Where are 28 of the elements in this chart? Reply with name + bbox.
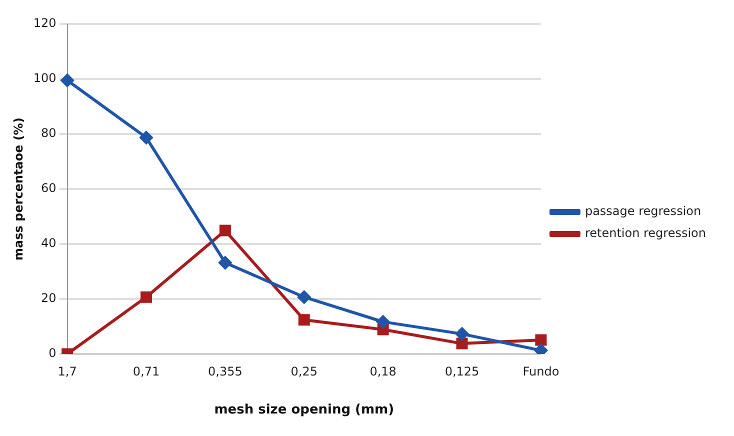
x-tick-label: 0,71	[132, 364, 160, 378]
point	[219, 224, 231, 236]
x-axis-title: mesh size opening (mm)	[214, 402, 394, 418]
x-tick-label: 0,355	[208, 364, 242, 378]
x-tick-label: 1,7	[58, 364, 77, 378]
point	[456, 327, 469, 340]
legend-label: retention regression	[584, 226, 706, 240]
x-tick-label: 0,25	[290, 364, 318, 378]
x-tick-label: 0,18	[370, 364, 396, 378]
point	[298, 314, 310, 326]
point	[456, 338, 468, 350]
y-tick-label: 100	[33, 71, 56, 86]
legend-label: passage regression	[584, 204, 702, 218]
y-tick-label: 120	[33, 16, 56, 30]
point	[376, 315, 390, 328]
y-tick-label: 60	[41, 181, 56, 196]
y-tick-label: 0	[48, 346, 56, 360]
y-tick-label: 80	[41, 126, 56, 140]
point	[218, 256, 232, 270]
point	[140, 131, 153, 144]
point	[140, 291, 152, 303]
x-tick-label: 0,125	[444, 364, 480, 378]
x-tick-label: Fundo	[522, 364, 560, 378]
y-tick-label: 40	[41, 236, 56, 250]
point	[298, 290, 311, 304]
point	[535, 334, 547, 346]
y-tick-label: 20	[41, 291, 56, 306]
y-axis-title: mass percentaoe (%)	[11, 118, 26, 260]
